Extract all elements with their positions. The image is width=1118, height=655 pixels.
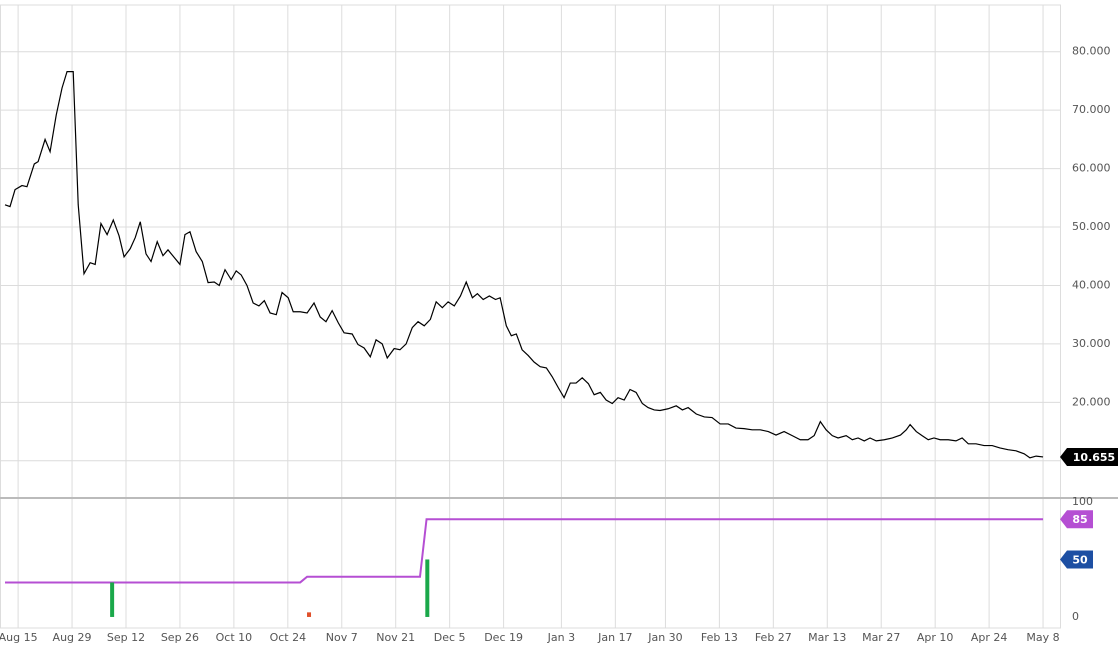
x-tick-label: Nov 21 bbox=[376, 631, 415, 644]
x-tick-label: Apr 10 bbox=[917, 631, 954, 644]
x-tick-label: Dec 5 bbox=[434, 631, 466, 644]
y-tick-label: 0 bbox=[1072, 610, 1079, 623]
y-tick-label: 100 bbox=[1072, 495, 1093, 508]
indicator-badge-bg bbox=[1060, 510, 1093, 529]
y-tick-label: 60.000 bbox=[1072, 162, 1111, 175]
price-line bbox=[4, 71, 1044, 459]
x-tick-label: Feb 27 bbox=[755, 631, 792, 644]
level-badge-bg bbox=[1060, 550, 1093, 569]
x-tick-label: Oct 24 bbox=[270, 631, 307, 644]
x-tick-label: Sep 12 bbox=[107, 631, 145, 644]
x-tick-label: Apr 24 bbox=[971, 631, 1008, 644]
x-tick-label: Jan 30 bbox=[647, 631, 682, 644]
signal-bar bbox=[425, 559, 430, 617]
x-tick-label: Jan 3 bbox=[547, 631, 575, 644]
x-tick-label: Sep 26 bbox=[161, 631, 199, 644]
y-tick-label: 80.000 bbox=[1072, 45, 1111, 58]
indicator-badge: 85 bbox=[1072, 513, 1087, 526]
x-tick-label: Aug 29 bbox=[53, 631, 92, 644]
x-tick-label: Mar 13 bbox=[808, 631, 846, 644]
x-tick-label: Nov 7 bbox=[326, 631, 358, 644]
y-tick-label: 40.000 bbox=[1072, 278, 1111, 291]
last-value-badge: 10.655 bbox=[1073, 451, 1115, 464]
level-badge: 50 bbox=[1072, 553, 1088, 566]
y-tick-label: 30.000 bbox=[1072, 337, 1111, 350]
x-tick-label: May 8 bbox=[1026, 631, 1059, 644]
x-tick-label: Jan 17 bbox=[597, 631, 632, 644]
y-tick-label: 50.000 bbox=[1072, 220, 1111, 233]
signal-bar bbox=[307, 612, 312, 617]
y-tick-label: 20.000 bbox=[1072, 395, 1111, 408]
x-tick-label: Aug 15 bbox=[0, 631, 38, 644]
signal-bar bbox=[110, 582, 115, 617]
x-tick-label: Feb 13 bbox=[701, 631, 738, 644]
y-tick-label: 70.000 bbox=[1072, 103, 1111, 116]
x-tick-label: Mar 27 bbox=[862, 631, 900, 644]
x-tick-label: Oct 10 bbox=[216, 631, 253, 644]
indicator-line bbox=[5, 518, 1044, 584]
x-tick-label: Dec 19 bbox=[484, 631, 523, 644]
last-value-badge-bg bbox=[1060, 447, 1118, 466]
plot-frame bbox=[0, 4, 1061, 629]
